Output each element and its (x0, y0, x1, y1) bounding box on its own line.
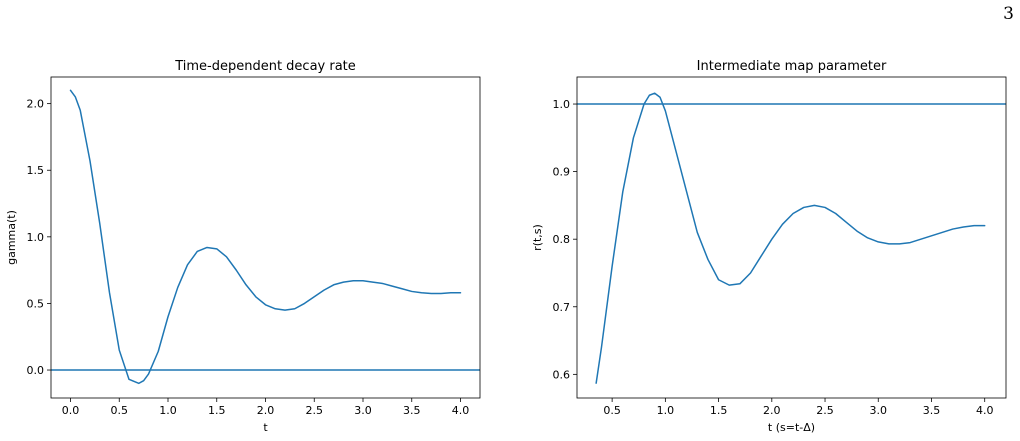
chart-1-y-tick-label: 0.0 (27, 364, 45, 377)
chart-1-y-tick-label: 2.0 (27, 98, 45, 111)
chart-2-x-tick-label: 1.5 (710, 404, 728, 417)
chart-1-x-tick-label: 2.5 (306, 404, 324, 417)
chart-2-x-tick-label: 3.5 (923, 404, 941, 417)
chart-1-y-tick-label: 0.5 (27, 297, 45, 310)
chart-2-x-tick-label: 2.0 (763, 404, 781, 417)
chart-2-x-axis-label: t (s=t-Δ) (768, 421, 815, 434)
chart-1-x-tick-label: 0.5 (111, 404, 129, 417)
chart-1-x-tick-label: 1.0 (159, 404, 177, 417)
chart-2-x-tick-label: 4.0 (976, 404, 994, 417)
chart-2-y-tick-label: 0.6 (553, 368, 571, 381)
chart-1-x-tick-label: 2.0 (257, 404, 275, 417)
chart-2-y-tick-label: 0.8 (553, 233, 571, 246)
chart-2-y-tick-label: 1.0 (553, 98, 571, 111)
chart-2-y-axis-label: r(t,s) (531, 224, 544, 251)
chart-1-x-tick-label: 3.5 (403, 404, 421, 417)
chart-2-series-line (595, 92, 986, 384)
page-number: 3 (1003, 4, 1014, 24)
chart-2-x-tick-label: 0.5 (603, 404, 621, 417)
chart-2-x-tick-label: 3.0 (870, 404, 888, 417)
chart-1-plot-frame (50, 76, 481, 399)
chart-2-plot-frame (576, 76, 1007, 399)
chart-2-x-tick-label: 2.5 (816, 404, 834, 417)
chart-1-y-tick-label: 1.0 (27, 231, 45, 244)
chart-2-y-tick-label: 0.9 (553, 166, 571, 179)
chart-1-x-tick-label: 3.0 (354, 404, 372, 417)
chart-1-title: Time-dependent decay rate (174, 59, 356, 74)
chart-2-title: Intermediate map parameter (697, 59, 887, 74)
chart-1-x-axis-label: t (263, 421, 268, 434)
chart-1-series-line (69, 89, 462, 385)
chart-1-y-axis-label: gamma(t) (5, 210, 18, 265)
chart-2-x-tick-label: 1.0 (657, 404, 675, 417)
map-parameter-chart: Intermediate map parameter 0.5 1.0 1.5 2.0 2.… (531, 59, 1007, 434)
chart-1-x-tick-label: 4.0 (452, 404, 470, 417)
chart-1-x-tick-label: 1.5 (208, 404, 226, 417)
chart-2-y-tick-label: 0.7 (553, 301, 571, 314)
chart-1-y-tick-label: 1.5 (27, 164, 45, 177)
chart-1-x-tick-label: 0.0 (62, 404, 80, 417)
decay-rate-chart: Time-dependent decay rate 0.0 0.5 1.0 1.5 2.0… (5, 59, 481, 434)
